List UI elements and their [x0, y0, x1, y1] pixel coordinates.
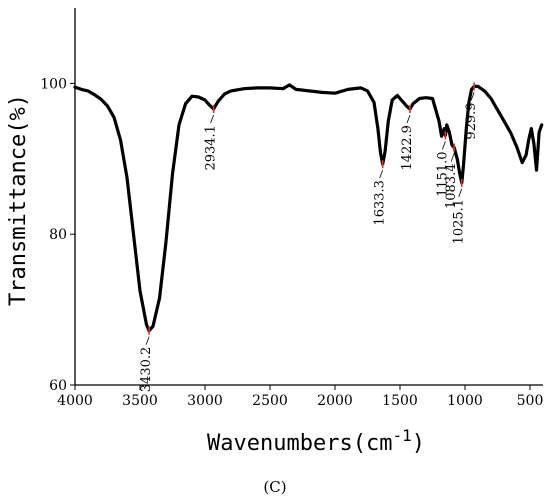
x-tick-label: 2500 — [252, 393, 288, 409]
x-tick-label: 2000 — [317, 393, 353, 409]
y-tick-label: 60 — [49, 378, 67, 394]
y-axis-title: Transmittance(%) — [6, 94, 31, 306]
peak-label: 1025.1 — [452, 199, 467, 245]
peak-label: 3430.2 — [139, 347, 154, 393]
y-tick-label: 100 — [40, 76, 67, 92]
peak-label: 1151.0 — [435, 151, 450, 197]
y-tick-label: 80 — [49, 227, 67, 243]
x-tick-label: 500 — [517, 393, 544, 409]
peak-leader — [458, 188, 463, 198]
figure-caption: (C) — [263, 478, 286, 496]
peak-leader — [145, 336, 150, 345]
ticks: 4000 3500 3000 2500 2000 1500 1000 500 60 80 100 — [40, 76, 543, 409]
peak-leader — [210, 114, 214, 124]
peak-leader — [441, 141, 446, 150]
peak-label: 1083.4 — [444, 163, 459, 209]
axes — [74, 8, 543, 386]
peak-label: 2934.1 — [204, 125, 219, 171]
x-tick-label: 1000 — [447, 393, 483, 409]
peak-label: 1422.9 — [400, 125, 415, 171]
x-axis-title-close: ) — [412, 431, 425, 456]
peak-leader — [450, 153, 455, 162]
peak-label: 1633.3 — [373, 180, 388, 226]
x-axis-title: Wavenumbers(cm-1) — [207, 426, 425, 456]
annotations: 3430.2 2934.1 1633.3 1422.9 1151.01083.41025… — [139, 82, 479, 392]
x-tick-label: 3500 — [122, 393, 158, 409]
peak-leader — [470, 92, 475, 101]
x-axis-title-sup: -1 — [392, 426, 411, 445]
peak-label: 929.9 — [464, 102, 479, 139]
x-tick-label: 4000 — [57, 393, 93, 409]
x-tick-label: 3000 — [187, 393, 223, 409]
peak-leader — [406, 114, 411, 124]
x-tick-label: 1500 — [382, 393, 418, 409]
x-axis-title-main: Wavenumbers(cm — [207, 431, 392, 456]
peak-leader — [379, 169, 384, 179]
